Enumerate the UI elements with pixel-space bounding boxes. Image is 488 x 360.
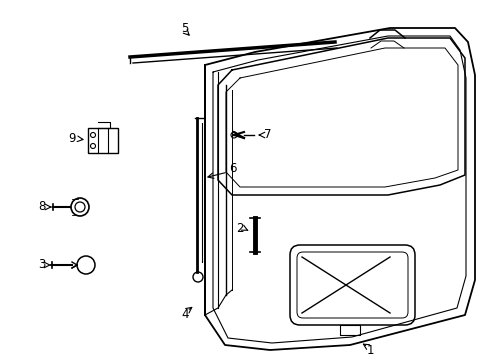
Bar [88,128,118,153]
Text: 8: 8 [38,201,45,213]
Circle shape [75,202,85,212]
Circle shape [193,272,203,282]
Text: 3: 3 [38,258,45,271]
Text: 2: 2 [236,221,243,234]
Circle shape [90,144,95,148]
Text: 5: 5 [181,22,188,35]
Text: 4: 4 [181,309,188,321]
Text: 7: 7 [264,129,271,141]
Circle shape [77,256,95,274]
Text: 9: 9 [68,131,76,144]
Circle shape [230,132,237,138]
Circle shape [90,132,95,138]
Text: 1: 1 [366,343,373,356]
Text: 6: 6 [229,162,236,175]
Circle shape [71,198,89,216]
